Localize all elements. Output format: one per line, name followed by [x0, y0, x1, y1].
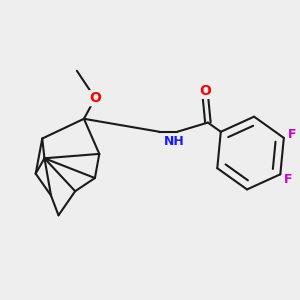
Text: NH: NH: [164, 135, 185, 148]
Text: F: F: [284, 173, 292, 186]
Text: O: O: [89, 91, 101, 105]
Text: F: F: [288, 128, 296, 141]
Text: O: O: [199, 84, 211, 98]
